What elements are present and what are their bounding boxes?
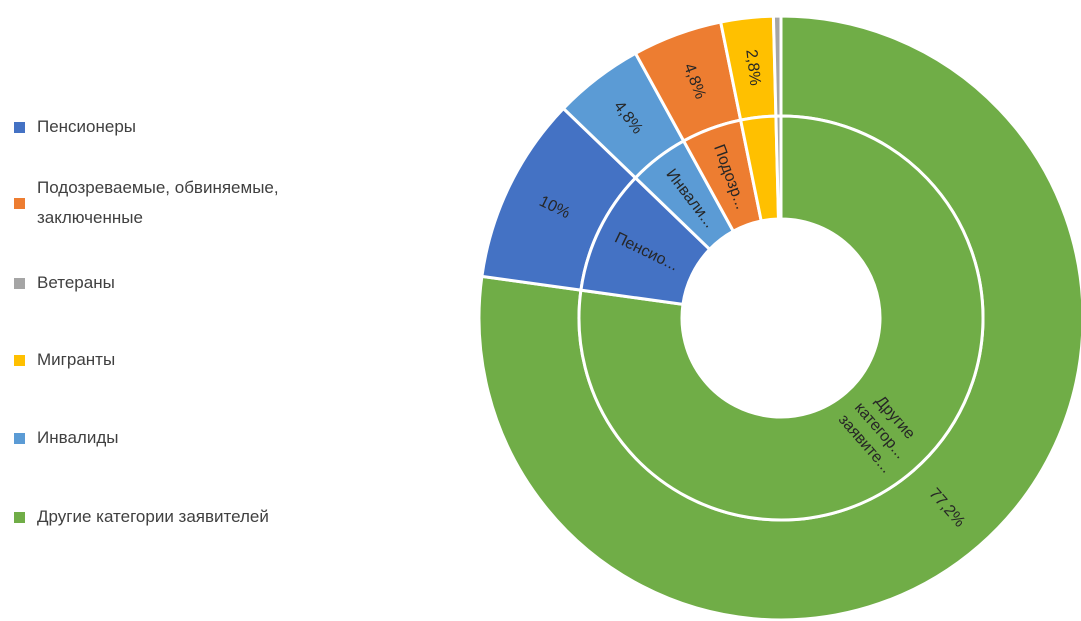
inner-slice — [577, 114, 985, 522]
legend-entry: Мигранты — [14, 345, 394, 375]
legend-swatch — [14, 121, 25, 133]
legend-swatch — [14, 432, 25, 444]
legend-label: Подозреваемые, обвиняемые, заключенные — [37, 178, 279, 227]
legend-swatch — [14, 277, 25, 289]
legend-label: Другие категории заявителей — [37, 507, 269, 526]
legend-entry: Подозреваемые, обвиняемые, заключенные — [14, 173, 374, 233]
legend-entry: Ветераны — [14, 268, 394, 298]
legend-entry: Инвалиды — [14, 423, 394, 453]
legend-label: Пенсионеры — [37, 117, 137, 136]
legend-entry: Другие категории заявителей — [14, 502, 394, 532]
legend-swatch — [14, 511, 25, 523]
outer-slice — [771, 14, 783, 118]
legend-label: Инвалиды — [37, 428, 119, 447]
legend-label: Ветераны — [37, 273, 115, 292]
legend-entry: Пенсионеры — [14, 112, 394, 142]
data-label: 2,8% — [742, 49, 763, 87]
legend-label: Мигранты — [37, 350, 116, 369]
legend-swatch — [14, 197, 25, 209]
legend-swatch — [14, 354, 25, 366]
inner-slice — [774, 114, 783, 221]
